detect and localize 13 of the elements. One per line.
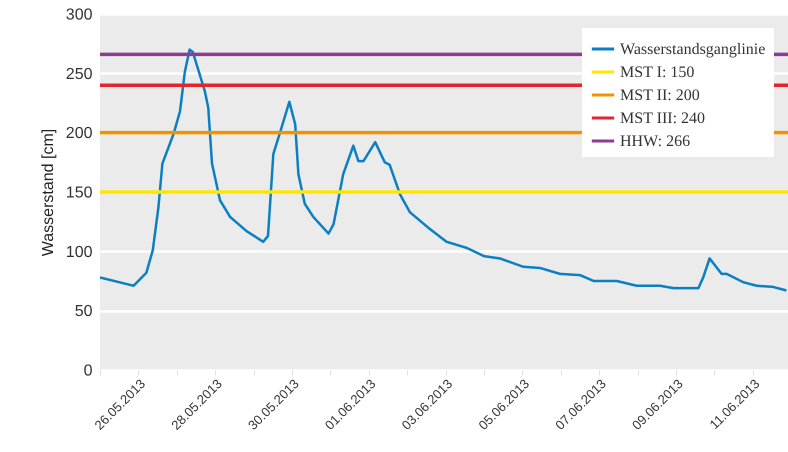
- y-tick-label: 250: [66, 66, 93, 83]
- legend-label: HHW: 266: [620, 133, 690, 150]
- y-tick-label: 300: [66, 6, 93, 24]
- legend-label: MST I: 150: [620, 64, 694, 81]
- y-tick-label: 0: [84, 362, 93, 380]
- legend-label: MST III: 240: [620, 110, 706, 127]
- y-tick-label: 200: [66, 125, 93, 142]
- y-tick-label: 100: [66, 244, 93, 261]
- legend-label: MST II: 200: [620, 87, 700, 104]
- y-tick-label: 50: [74, 303, 93, 320]
- y-axis-title: Wasserstand [cm]: [40, 128, 57, 256]
- y-tick-label: 150: [66, 184, 93, 202]
- legend-label: Wasserstandsganglinie: [620, 41, 766, 58]
